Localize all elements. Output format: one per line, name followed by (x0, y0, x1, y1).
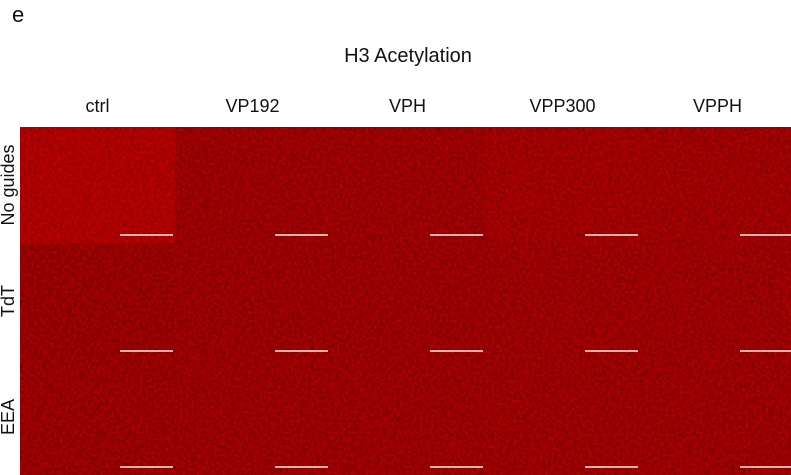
column-label: VP192 (225, 96, 279, 116)
micrograph (175, 359, 330, 475)
column-label: VPP300 (529, 96, 595, 116)
figure-title: H3 Acetylation (344, 45, 472, 67)
row-label: No guides (0, 144, 18, 225)
micrograph (640, 127, 791, 243)
micrograph (20, 243, 175, 359)
micrograph (640, 359, 791, 475)
panel-label: e (12, 2, 24, 27)
column-label: ctrl (86, 96, 110, 116)
micrograph (20, 359, 175, 475)
micrograph (640, 243, 791, 359)
column-label: VPH (389, 96, 426, 116)
micrograph (330, 359, 485, 475)
row-label: EEA (0, 399, 18, 435)
micrograph (175, 127, 330, 243)
micrograph (485, 127, 640, 243)
micrograph (20, 127, 175, 243)
row-label: TdT (0, 285, 18, 317)
micrograph (330, 243, 485, 359)
micrograph (330, 127, 485, 243)
micrograph (175, 243, 330, 359)
micrograph (485, 243, 640, 359)
column-label: VPPH (693, 96, 742, 116)
micrograph (485, 359, 640, 475)
image-grid (20, 127, 791, 475)
